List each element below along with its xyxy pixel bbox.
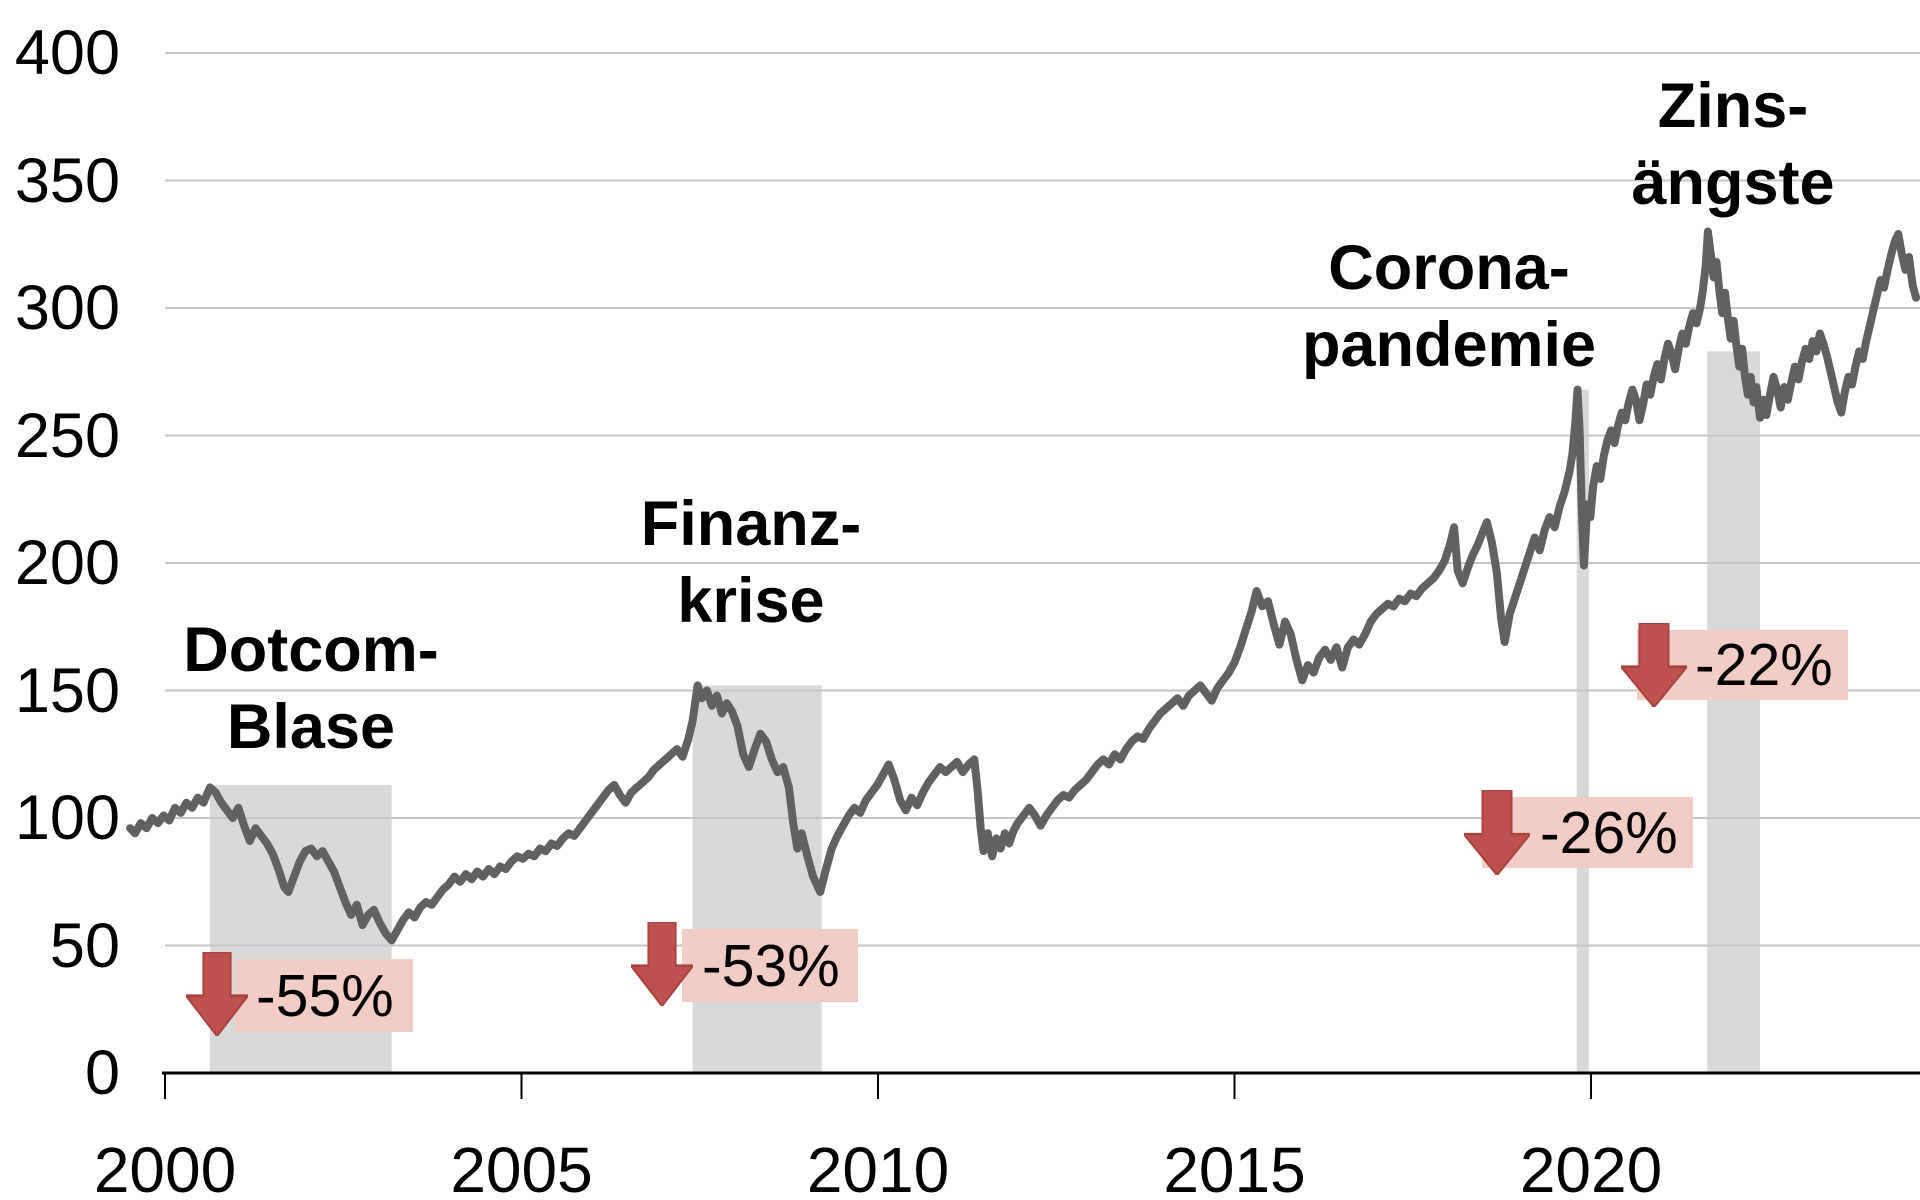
event-label-line: pandemie <box>1301 310 1597 380</box>
y-axis-label: 350 <box>14 145 120 216</box>
crash-band-zinsaengste <box>1707 351 1760 1074</box>
drop-badge-zinsaengste <box>1637 630 1848 700</box>
drop-box <box>235 959 413 1032</box>
down-arrow-icon <box>1618 621 1690 709</box>
drop-value-corona: -26% <box>1540 799 1678 866</box>
event-label-line: krise <box>677 566 825 636</box>
drop-value-zinsaengste: -22% <box>1695 632 1833 698</box>
y-axis-label: 50 <box>49 910 120 981</box>
event-label-line: Corona- <box>1328 233 1570 303</box>
drop-box <box>1637 630 1848 700</box>
x-axis-label: 2005 <box>450 1134 593 1200</box>
event-label-finanzkrise: Finanz-krise <box>641 486 861 640</box>
x-axis-label: 2020 <box>1519 1134 1663 1200</box>
drop-badge-dotcom <box>235 959 413 1032</box>
y-axis-label: 300 <box>14 273 120 343</box>
down-arrow-icon <box>628 920 696 1008</box>
drop-value-finanzkrise: -53% <box>702 932 840 999</box>
down-arrow-icon <box>1461 788 1533 877</box>
drop-badge-corona <box>1482 797 1693 868</box>
event-label-line: ängste <box>1631 148 1835 218</box>
x-axis-label: 2015 <box>1163 1134 1306 1200</box>
index-series-line <box>126 227 1920 945</box>
x-axis-label: 2000 <box>93 1134 237 1200</box>
event-label-dotcom: Dotcom- Blase <box>183 612 438 766</box>
event-label-line: Dotcom- <box>183 615 439 685</box>
y-axis-label: 250 <box>14 400 120 471</box>
y-axis-label: 200 <box>14 528 120 598</box>
event-label-line: Finanz- <box>640 489 862 559</box>
y-axis-label: 100 <box>14 783 120 853</box>
drop-value-dotcom: -55% <box>256 962 394 1029</box>
x-axis-label: 2010 <box>806 1134 950 1200</box>
event-label-corona: Corona-pandemie <box>1302 230 1596 384</box>
drop-box <box>682 929 858 1002</box>
event-label-zinsaengste: Zins-ängste <box>1631 68 1834 222</box>
down-arrow-icon <box>183 950 251 1038</box>
y-axis-label: 150 <box>14 655 120 726</box>
y-axis-label: 400 <box>14 18 120 88</box>
event-label-line: Zins- <box>1657 71 1809 141</box>
event-label-line: Blase <box>226 692 396 762</box>
drop-box <box>1482 797 1693 868</box>
y-axis-label: 0 <box>84 1038 120 1108</box>
drop-badge-finanzkrise <box>682 929 858 1002</box>
